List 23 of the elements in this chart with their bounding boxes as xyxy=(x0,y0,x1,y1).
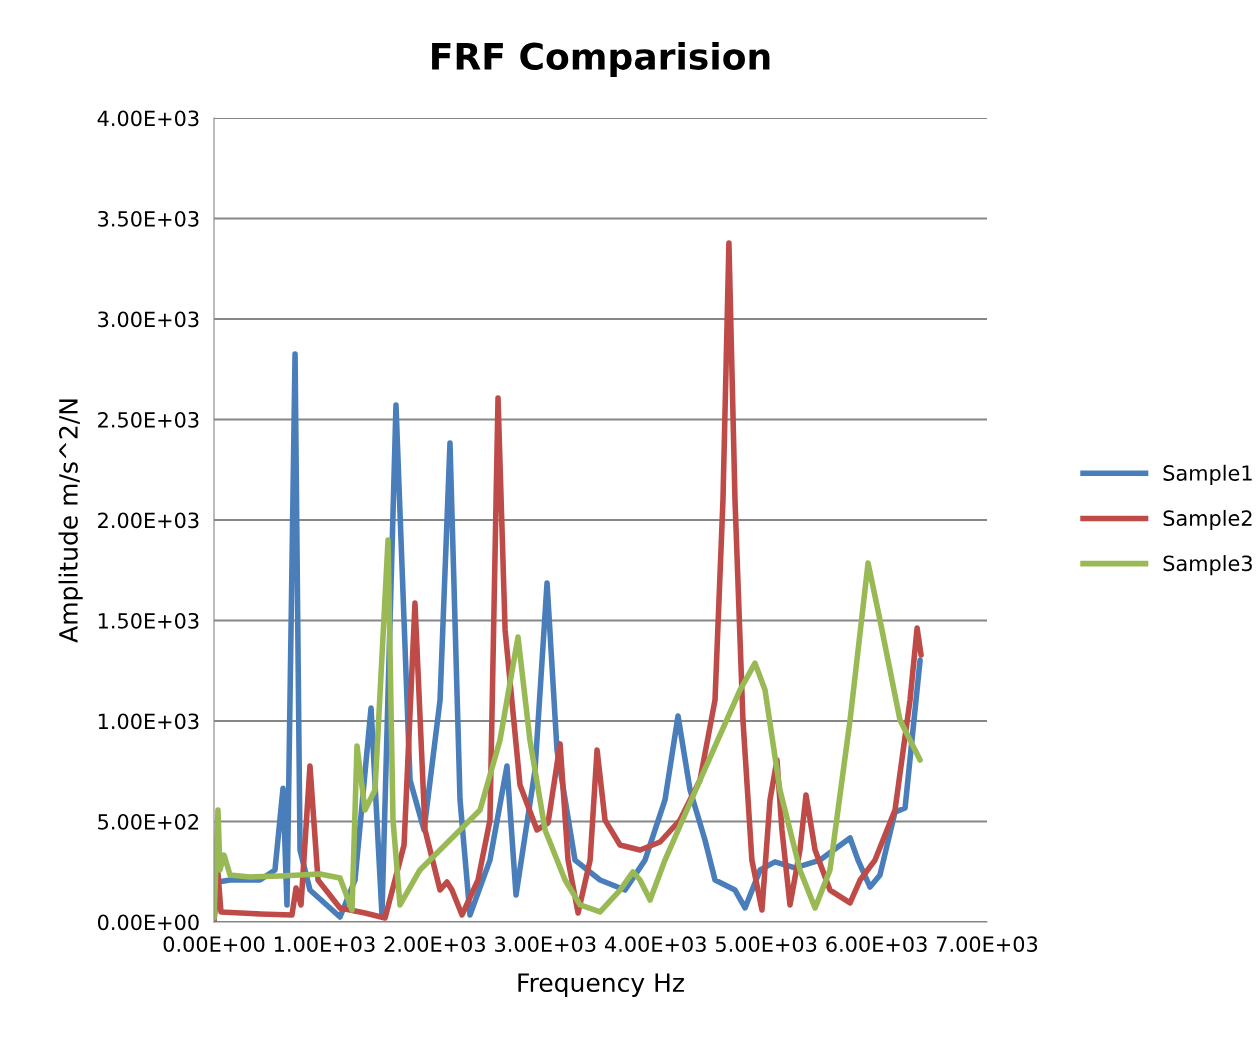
x-tick-label: 3.00E+03 xyxy=(495,936,596,953)
y-tick-label: 1.50E+03 xyxy=(98,612,199,629)
y-tick-label: 2.50E+03 xyxy=(98,411,199,428)
x-tick-label: 7.00E+03 xyxy=(936,936,1038,953)
y-tick-label: 3.50E+03 xyxy=(98,210,199,227)
legend-label: Sample2 xyxy=(1163,509,1252,531)
x-tick-label: 4.00E+03 xyxy=(604,936,706,953)
y-tick-label: 3.00E+03 xyxy=(98,311,199,328)
y-tick-label: 5.00E+02 xyxy=(98,813,199,830)
legend-label: Sample1 xyxy=(1163,464,1252,485)
x-tick-label: 1.00E+03 xyxy=(274,936,375,953)
y-tick-label: 4.00E+03 xyxy=(97,110,199,127)
x-tick-label: 6.00E+03 xyxy=(826,936,927,953)
x-tick-label: 5.00E+03 xyxy=(715,936,817,953)
y-tick-label: 1.00E+03 xyxy=(98,713,199,730)
y-axis-title: Amplitude m/s^2/N xyxy=(58,399,83,643)
legend-label: Sample3 xyxy=(1163,555,1252,576)
y-tick-label: 2.00E+03 xyxy=(98,512,199,529)
x-tick-label: 0.00E+00 xyxy=(163,936,265,953)
x-axis-title: Frequency Hz xyxy=(518,973,684,997)
y-tick-label: 0.00E+00 xyxy=(97,914,199,931)
chart-title: FRF Comparision xyxy=(432,41,770,77)
x-tick-label: 2.00E+03 xyxy=(384,936,485,953)
